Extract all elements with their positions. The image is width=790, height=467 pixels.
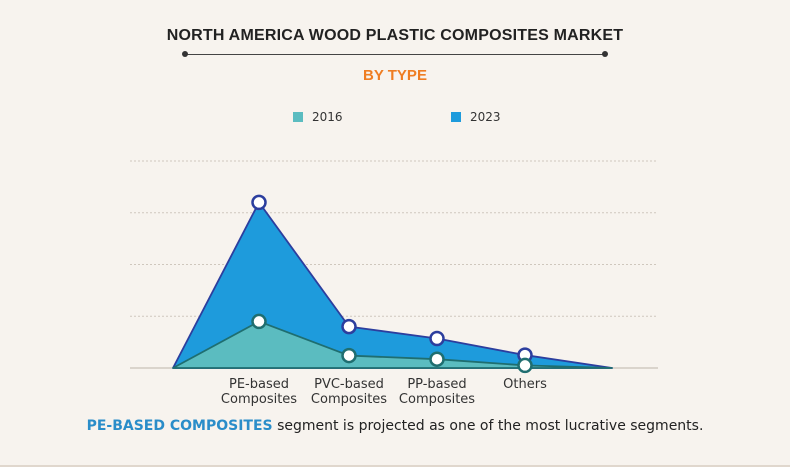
legend-swatch-2023 — [451, 112, 461, 122]
chart-caption: PE-BASED COMPOSITES segment is projected… — [0, 418, 790, 434]
legend-swatch-2016 — [293, 112, 303, 122]
title-underline-right-dot — [602, 51, 608, 57]
chart-subtitle: BY TYPE — [363, 67, 427, 84]
legend-label-2016: 2016 — [312, 110, 343, 124]
x-tick-label: PE-based Composites — [221, 377, 297, 407]
caption-highlight: PE-BASED COMPOSITES — [86, 418, 273, 434]
point-2016-0 — [251, 313, 267, 330]
caption-text: segment is projected as one of the most … — [272, 418, 704, 434]
legend-label-2023: 2023 — [470, 110, 501, 124]
point-2016-3 — [517, 357, 533, 374]
legend-item-2023: 2023 — [451, 110, 501, 124]
point-2023-2 — [429, 330, 445, 347]
x-tick-label: Others — [503, 377, 547, 392]
point-2023-1 — [341, 318, 357, 335]
x-tick-label: PVC-based Composites — [311, 377, 387, 407]
point-2023-0 — [251, 194, 267, 211]
x-tick-label: PP-based Composites — [399, 377, 475, 407]
title-underline-left-dot — [182, 51, 188, 57]
chart-title: NORTH AMERICA WOOD PLASTIC COMPOSITES MA… — [166, 27, 624, 44]
title-underline — [184, 54, 606, 55]
point-2016-1 — [341, 347, 357, 364]
bottom-border — [0, 465, 790, 467]
point-2016-2 — [429, 351, 445, 367]
legend-item-2016: 2016 — [293, 110, 343, 124]
